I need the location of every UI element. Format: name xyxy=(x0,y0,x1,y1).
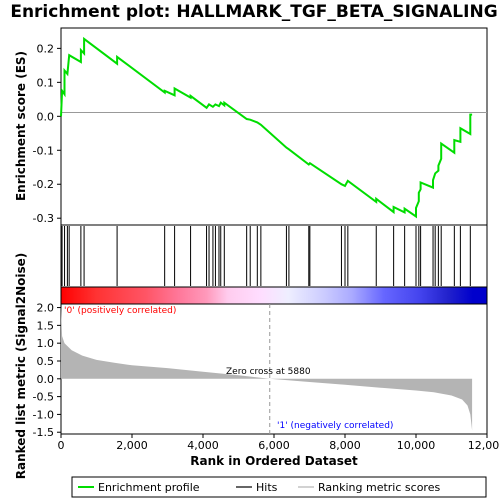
metric-y-tick-label: -0.5 xyxy=(33,391,54,404)
chart-title: Enrichment plot: HALLMARK_TGF_BETA_SIGNA… xyxy=(10,2,497,22)
x-tick-label: 10,000 xyxy=(397,439,436,452)
es-y-tick-label: -0.1 xyxy=(33,144,54,157)
es-axis-title: Enrichment score (ES) xyxy=(14,51,28,201)
neg-correlated-label: '1' (negatively correlated) xyxy=(277,421,393,431)
es-y-tick-label: 0.2 xyxy=(37,42,55,55)
metric-y-tick-label: 0.0 xyxy=(37,373,55,386)
legend-es-label: Enrichment profile xyxy=(98,481,200,494)
x-axis-title: Rank in Ordered Dataset xyxy=(190,454,358,468)
x-tick-label: 0 xyxy=(58,439,65,452)
metric-y-tick-label: -1.0 xyxy=(33,408,54,421)
x-axis-ticks: 0 2,000 4,000 6,000 8,000 10,000 12,000 xyxy=(58,434,500,452)
legend-hits-label: Hits xyxy=(256,481,278,494)
hit-ticks xyxy=(61,226,471,286)
metric-y-ticks: 2.0 1.5 1.0 0.5 0.0 -0.5 -1.0 -1.5 xyxy=(33,302,61,439)
metric-axis-title: Ranked list metric (Signal2Noise) xyxy=(14,253,28,480)
x-tick-label: 12,000 xyxy=(468,439,500,452)
zero-cross-label: Zero cross at 5880 xyxy=(226,367,311,377)
x-tick-label: 6,000 xyxy=(258,439,290,452)
es-y-tick-label: 0.0 xyxy=(37,110,55,123)
es-panel-frame xyxy=(60,27,488,226)
metric-y-tick-label: 0.5 xyxy=(37,355,55,368)
es-y-tick-label: 0.1 xyxy=(37,76,55,89)
legend: Enrichment profile Hits Ranking metric s… xyxy=(71,476,487,498)
pos-correlated-label: '0' (positively correlated) xyxy=(64,306,176,316)
hits-panel xyxy=(60,224,488,288)
legend-metric-label: Ranking metric scores xyxy=(318,481,440,494)
es-y-tick-label: -0.3 xyxy=(33,212,54,225)
x-tick-label: 2,000 xyxy=(116,439,148,452)
hits-panel-frame xyxy=(60,224,488,288)
metric-y-tick-label: 1.5 xyxy=(37,319,55,332)
metric-y-tick-label: 1.0 xyxy=(37,337,55,350)
enrichment-profile-line xyxy=(60,36,473,219)
metric-y-tick-label: 2.0 xyxy=(37,302,55,315)
metric-y-tick-label: -1.5 xyxy=(33,426,54,439)
x-tick-label: 8,000 xyxy=(329,439,361,452)
rank-color-bar xyxy=(60,286,488,305)
legend-frame xyxy=(71,476,487,498)
x-tick-label: 4,000 xyxy=(187,439,219,452)
es-y-ticks: 0.2 0.1 0.0 -0.1 -0.2 -0.3 xyxy=(33,42,61,225)
metric-panel: 2.0 1.5 1.0 0.5 0.0 -0.5 -1.0 -1.5 '0' (positiv… xyxy=(33,302,488,439)
rank-color-bar-fill xyxy=(60,286,488,305)
es-panel: 0.2 0.1 0.0 -0.1 -0.2 -0.3 xyxy=(33,27,488,226)
es-y-tick-label: -0.2 xyxy=(33,178,54,191)
ranking-metric-area xyxy=(61,305,473,431)
